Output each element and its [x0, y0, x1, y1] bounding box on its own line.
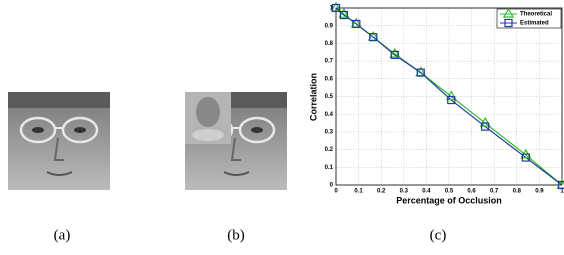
- x-tick-label: 0.4: [422, 189, 431, 195]
- face-image-a: [8, 92, 110, 190]
- legend-label: Estimated: [520, 21, 549, 27]
- x-tick-label: 0.3: [400, 189, 409, 195]
- caption: (a): [54, 227, 71, 243]
- y-tick-label: 0.1: [325, 165, 334, 171]
- caption: (b): [227, 227, 245, 243]
- x-tick-label: 0.8: [513, 189, 522, 195]
- x-tick-label: 0.9: [535, 189, 544, 195]
- y-tick-label: 0.2: [325, 147, 334, 153]
- y-tick-label: 0.7: [325, 59, 334, 65]
- y-tick-label: 0.5: [325, 94, 334, 100]
- x-tick-label: 0.5: [445, 189, 454, 195]
- y-tick-label: 0.3: [325, 129, 334, 135]
- x-tick-label: 1: [560, 189, 564, 195]
- x-tick-label: 0.6: [467, 189, 476, 195]
- caption: (c): [430, 227, 447, 243]
- face-image-b: [185, 92, 287, 190]
- y-tick-label: 0.8: [325, 41, 334, 47]
- x-tick-label: 0.2: [377, 189, 386, 195]
- y-axis-label: Correlation: [308, 73, 318, 121]
- y-tick-label: 0.4: [325, 112, 334, 118]
- x-tick-label: 0.7: [490, 189, 499, 195]
- y-tick-label: 0.6: [325, 76, 334, 82]
- figure: (a) (b) (c) Percentage of Occlusion Corr…: [0, 0, 564, 250]
- x-axis-label: Percentage of Occlusion: [396, 195, 502, 205]
- y-tick-label: 0: [330, 183, 334, 189]
- x-tick-label: 0.1: [354, 189, 363, 195]
- x-tick-label: 0: [334, 189, 338, 195]
- y-tick-label: 0.9: [325, 23, 334, 29]
- legend-label: Theoretical: [520, 12, 552, 18]
